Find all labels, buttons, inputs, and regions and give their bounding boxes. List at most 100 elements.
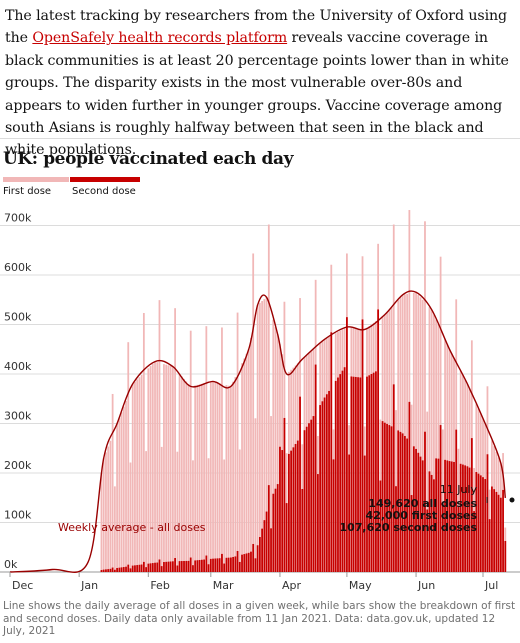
bar-second-dose (270, 528, 272, 572)
bar-second-dose (388, 425, 391, 572)
bar-first-dose (421, 299, 424, 572)
bar-second-dose (216, 558, 219, 572)
chart-footnote: Line shows the daily average of all dose… (3, 600, 516, 637)
bar-first-dose (125, 400, 127, 572)
bar-second-dose (401, 433, 404, 572)
bar-second-dose (214, 558, 217, 572)
bar-first-dose (207, 458, 210, 572)
bar-second-dose (142, 561, 145, 572)
bar-first-dose (404, 294, 406, 572)
bar-second-dose (375, 371, 377, 572)
y-tick-label: 400k (4, 360, 32, 373)
legend-swatch-second-dose (70, 177, 140, 182)
bar-first-dose (238, 449, 241, 572)
bar-second-dose (502, 489, 504, 572)
bar-second-dose (252, 543, 255, 572)
bar-second-dose (169, 561, 172, 572)
bar-first-dose (221, 327, 223, 572)
bar-second-dose (138, 564, 141, 572)
bar-second-dose (459, 463, 462, 572)
bar-first-dose (194, 385, 197, 572)
bar-second-dose (111, 567, 114, 572)
y-tick-label: 600k (4, 261, 32, 274)
bar-second-dose (305, 426, 308, 572)
bar-second-dose (254, 558, 257, 572)
bar-second-dose (310, 419, 313, 572)
bar-second-dose (158, 559, 161, 572)
bar-first-dose (107, 446, 110, 572)
bar-first-dose (446, 344, 449, 572)
bar-first-dose (232, 381, 234, 572)
bar-second-dose (337, 377, 339, 572)
bar-second-dose (180, 561, 183, 572)
bar-second-dose (406, 438, 409, 572)
bar-second-dose (497, 494, 500, 572)
x-tick-label: Feb (150, 579, 169, 592)
bar-first-dose (212, 381, 214, 572)
bar-first-dose (216, 382, 219, 572)
bar-first-dose (156, 362, 159, 572)
opensafely-link[interactable]: OpenSafely health records platform (32, 30, 288, 47)
bar-first-dose (160, 446, 163, 572)
bar-second-dose (288, 453, 290, 572)
bar-first-dose (276, 334, 279, 572)
bar-second-dose (147, 563, 150, 572)
y-axis-ticks: 0k 100k 200k 300k 400k 500k 600k 700k (4, 212, 32, 572)
bar-first-dose (424, 221, 426, 572)
callout-all-doses: 149,620 all doses (368, 497, 477, 510)
bar-second-dose (256, 545, 259, 572)
bar-second-dose (263, 520, 266, 572)
bar-first-dose (263, 299, 266, 572)
bar-second-dose (484, 479, 487, 572)
bar-second-dose (395, 486, 397, 572)
bar-second-dose (448, 461, 451, 572)
bar-first-dose (109, 440, 112, 572)
bar-second-dose (196, 560, 199, 572)
bar-second-dose (151, 563, 154, 572)
bar-first-dose (243, 358, 246, 572)
bar-first-dose (171, 366, 174, 572)
bar-second-dose (383, 422, 386, 572)
bar-second-dose (341, 370, 344, 572)
bar-second-dose (430, 474, 433, 572)
bar-first-dose (270, 416, 272, 572)
bar-first-dose (428, 307, 431, 572)
bar-second-dose (167, 561, 170, 572)
bar-second-dose (477, 473, 480, 572)
bar-second-dose (439, 425, 442, 572)
bar-first-dose (180, 376, 183, 572)
bar-second-dose (189, 557, 192, 572)
bar-second-dose (274, 488, 277, 572)
bar-first-dose (189, 330, 192, 572)
bar-first-dose (265, 297, 268, 572)
intro-text-before: The latest tracking by researchers from … (5, 8, 508, 47)
bar-second-dose (323, 397, 326, 572)
bar-second-dose (446, 460, 449, 572)
bar-second-dose (343, 367, 346, 572)
bar-second-dose (457, 506, 460, 572)
y-tick-label: 500k (4, 311, 32, 324)
bar-first-dose (236, 312, 239, 572)
bar-second-dose (325, 394, 328, 572)
bar-first-dose (167, 365, 170, 572)
bar-second-dose (243, 554, 246, 572)
bar-second-dose (129, 568, 132, 572)
bar-second-dose (250, 551, 252, 572)
bar-second-dose (281, 450, 284, 572)
bar-first-dose (410, 404, 413, 572)
bar-second-dose (183, 561, 185, 572)
bar-first-dose (120, 412, 123, 572)
bar-second-dose (328, 390, 330, 572)
bar-second-dose (372, 372, 375, 572)
x-tick-label: Jun (417, 579, 435, 592)
bar-second-dose (308, 423, 310, 572)
bar-second-dose (332, 459, 335, 572)
intro-paragraph: The latest tracking by researchers from … (5, 5, 517, 162)
bar-second-dose (321, 401, 324, 572)
bar-first-dose (250, 338, 252, 572)
bar-second-dose (397, 430, 400, 572)
daily-bars (100, 210, 507, 573)
bar-second-dose (221, 553, 223, 572)
x-tick-label: Jan (80, 579, 98, 592)
bar-first-dose (102, 458, 105, 572)
